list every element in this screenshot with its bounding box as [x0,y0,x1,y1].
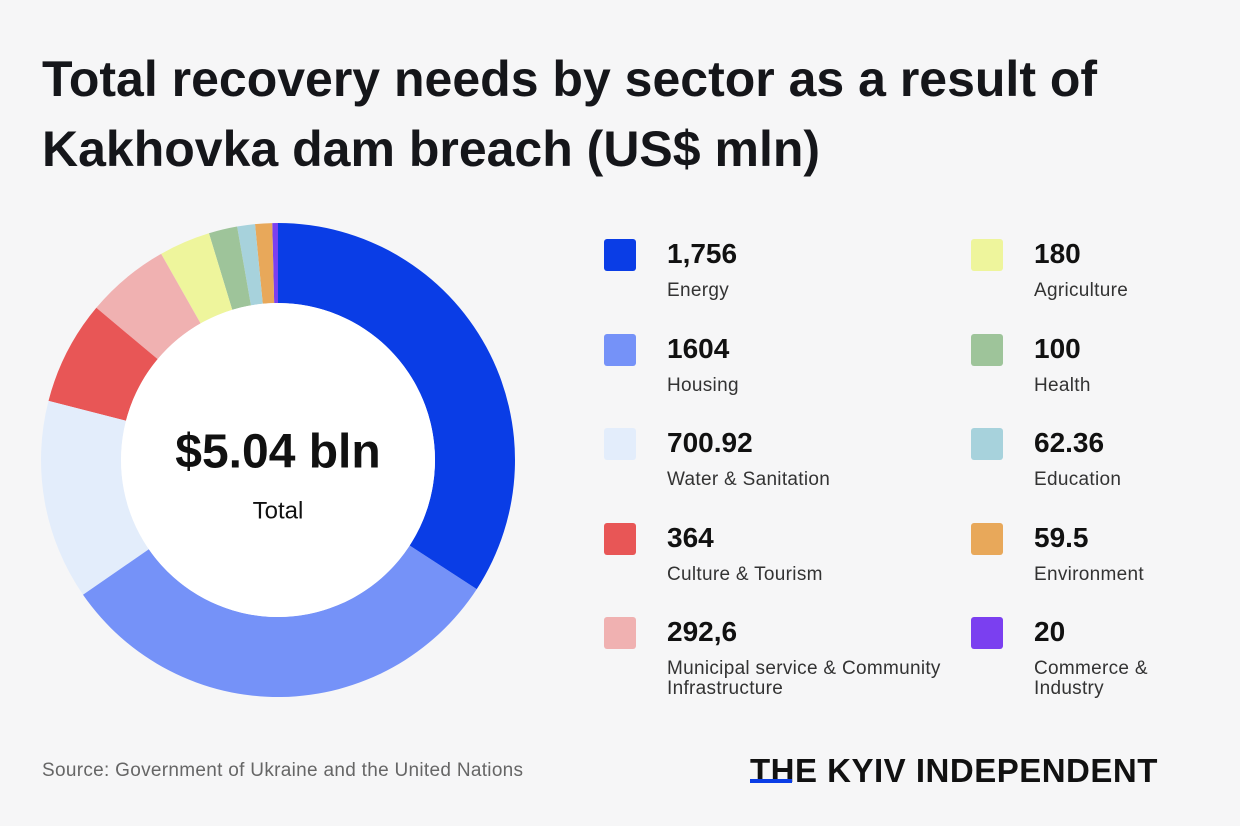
legend-label: Housing [667,374,739,396]
donut-segment [161,233,233,324]
donut-chart: $5.04 bln Total [40,223,515,697]
donut-segment [237,224,263,306]
donut-segment [255,223,275,304]
legend-swatch [604,522,636,555]
legend-label: Education [1034,469,1122,490]
legend-swatch [604,428,636,460]
legend-value: 180 [1034,238,1081,269]
legend-value: 292,6 [667,616,738,647]
center-label: Total [253,497,304,524]
legend-label: Environment [1034,563,1144,585]
donut-hole [121,303,435,617]
legend-label: Water & Sanitation [667,469,831,490]
donut-segment [40,400,149,595]
legend-swatch [971,333,1003,366]
legend-value: 700.92 [667,427,753,458]
brand: THE KYIV INDEPENDENT [750,752,1158,789]
donut-segment [272,223,278,304]
center-value: $5.04 bln [175,426,380,479]
donut-segment [278,223,515,590]
legend-label: Energy [667,280,730,301]
legend-swatch [604,617,636,649]
donut-segment [96,253,201,360]
donut-segment [208,226,251,310]
donut-segment [48,307,158,421]
legend-swatch [604,333,636,366]
legend-swatch [971,239,1003,271]
legend-value: 100 [1034,332,1081,364]
legend-value: 62.36 [1034,427,1105,458]
donut-segment [83,545,477,697]
legend-swatch [604,239,636,271]
legend-label: Agriculture [1034,280,1129,301]
source: Source: Government of Ukraine and the Un… [42,760,524,781]
legend-swatch [971,522,1003,555]
legend-value: 20 [1034,616,1066,647]
legend-value: 59.5 [1034,521,1089,553]
legend-label: Commerce & Industry [1034,658,1148,699]
legend-label: Health [1034,374,1091,396]
legend-value: 1,756 [667,238,738,269]
legend-swatch [971,617,1003,649]
legend-label: Municipal service & Community Infrastruc… [667,658,941,699]
legend-value: 1604 [667,332,730,364]
chart-title: Total recovery needs by sector as a resu… [42,51,1098,177]
legend-label: Culture & Tourism [667,563,823,585]
legend-value: 364 [667,521,714,553]
brand-underline [750,779,792,783]
legend-swatch [971,428,1003,460]
